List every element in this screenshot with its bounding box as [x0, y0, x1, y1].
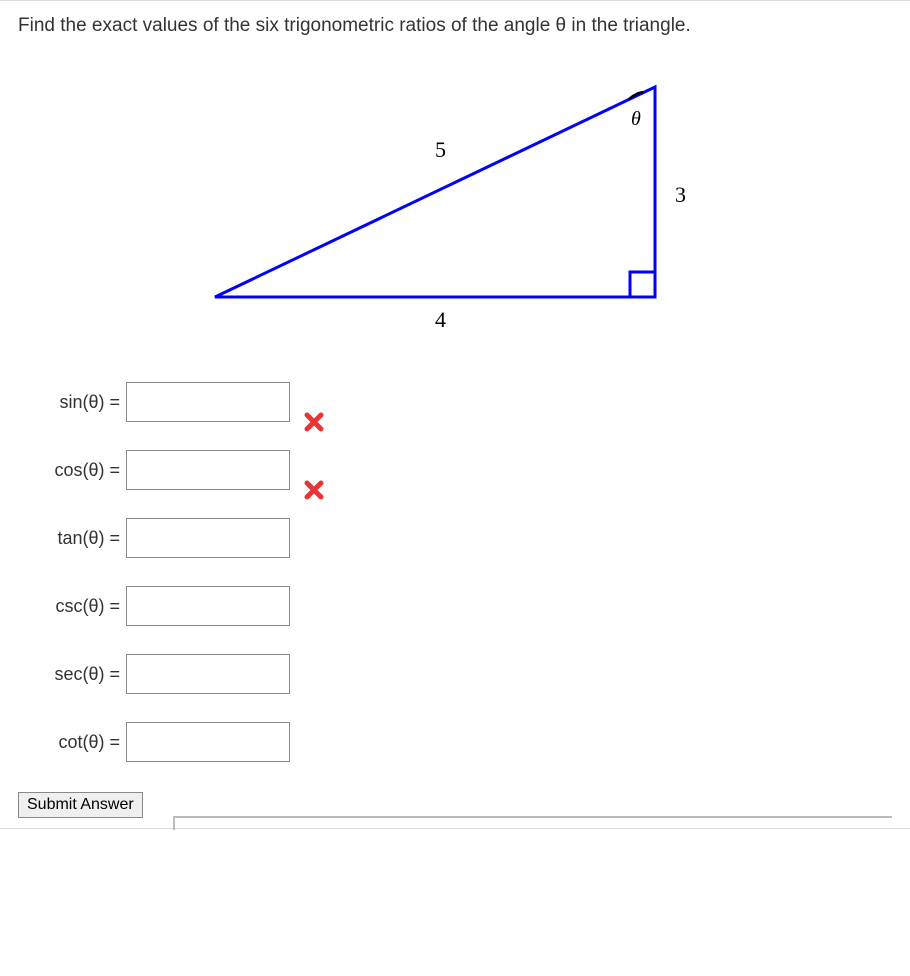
answer-label: tan(θ) =	[38, 528, 120, 549]
theta-arc	[629, 92, 643, 99]
answer-row-csc: csc(θ) =	[38, 586, 892, 626]
answer-label: sin(θ) =	[38, 392, 120, 413]
wrong-icon	[304, 460, 324, 500]
submit-row: Submit Answer	[18, 792, 892, 818]
cos-input[interactable]	[126, 450, 290, 490]
triangle-shape	[215, 87, 655, 297]
answer-row-sin: sin(θ) =	[38, 382, 892, 422]
theta-label: θ	[631, 108, 641, 130]
wrong-icon	[304, 392, 324, 432]
answer-row-cos: cos(θ) =	[38, 450, 892, 490]
csc-input[interactable]	[126, 586, 290, 626]
answers-block: sin(θ) = cos(θ) = tan(θ) = csc(θ) = sec(…	[38, 382, 892, 762]
sec-input[interactable]	[126, 654, 290, 694]
answer-label: csc(θ) =	[38, 596, 120, 617]
answer-label: cot(θ) =	[38, 732, 120, 753]
answer-row-tan: tan(θ) =	[38, 518, 892, 558]
answer-label: cos(θ) =	[38, 460, 120, 481]
question-container: Find the exact values of the six trigono…	[0, 0, 910, 829]
base-label: 4	[435, 307, 446, 332]
sin-input[interactable]	[126, 382, 290, 422]
vertical-label: 3	[675, 182, 686, 207]
right-angle-marker	[630, 272, 655, 297]
answer-label: sec(θ) =	[38, 664, 120, 685]
cot-input[interactable]	[126, 722, 290, 762]
answer-row-cot: cot(θ) =	[38, 722, 892, 762]
divider	[173, 816, 892, 830]
question-text: Find the exact values of the six trigono…	[18, 15, 892, 37]
submit-button[interactable]: Submit Answer	[18, 792, 143, 818]
tan-input[interactable]	[126, 518, 290, 558]
triangle-svg: 5 3 4 θ	[195, 67, 715, 337]
hypotenuse-label: 5	[435, 137, 446, 162]
triangle-figure: 5 3 4 θ	[18, 67, 892, 342]
answer-row-sec: sec(θ) =	[38, 654, 892, 694]
